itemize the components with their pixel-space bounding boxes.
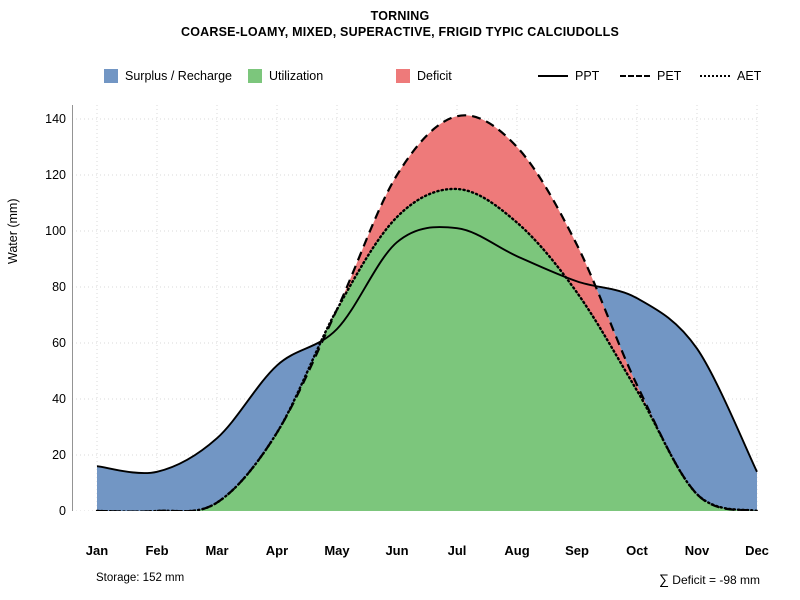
legend-line-solid-icon xyxy=(538,69,568,83)
x-tick-jun: Jun xyxy=(385,543,409,558)
storage-note: Storage: 152 mm xyxy=(96,572,185,584)
legend-swatch-deficit xyxy=(396,69,410,83)
y-tick-0: 0 xyxy=(59,504,66,518)
legend-label-ppt: PPT xyxy=(575,69,600,83)
x-tick-mar: Mar xyxy=(205,543,229,558)
legend-item-surplus-recharge: Surplus / Recharge xyxy=(104,66,232,86)
band-utilization xyxy=(97,188,757,511)
y-axis-tick-labels: 0 20 40 60 80 100 120 140 xyxy=(14,0,66,600)
y-tick-20: 20 xyxy=(52,448,66,462)
x-tick-jul: Jul xyxy=(447,543,467,558)
y-tick-140: 140 xyxy=(45,112,66,126)
legend-label-deficit: Deficit xyxy=(417,69,452,83)
y-tick-80: 80 xyxy=(52,280,66,294)
x-tick-jan: Jan xyxy=(85,543,109,558)
legend-item-aet: AET xyxy=(700,66,761,86)
x-tick-oct: Oct xyxy=(626,543,648,558)
x-tick-aug: Aug xyxy=(504,543,530,558)
legend-line-dashed-icon xyxy=(620,69,650,83)
legend-line-dotted-icon xyxy=(700,69,730,83)
legend-swatch-surplus xyxy=(104,69,118,83)
legend-label-pet: PET xyxy=(657,69,682,83)
legend-item-pet: PET xyxy=(620,66,681,86)
series-line-pet xyxy=(97,114,758,511)
x-tick-nov: Nov xyxy=(684,543,710,558)
deficit-sum-text: Deficit = -98 mm xyxy=(668,573,760,587)
x-tick-apr: Apr xyxy=(265,543,289,558)
chart-title-line2: COARSE-LOAMY, MIXED, SUPERACTIVE, FRIGID… xyxy=(180,25,619,39)
plot-area xyxy=(72,105,758,511)
deficit-sum-note: ∑ Deficit = -98 mm xyxy=(659,571,760,587)
plot-svg xyxy=(72,105,758,511)
y-tick-120: 120 xyxy=(45,168,66,182)
legend-item-ppt: PPT xyxy=(538,66,599,86)
chart-title: TORNING COARSE-LOAMY, MIXED, SUPERACTIVE… xyxy=(0,8,800,40)
band-surplus-recharge-0 xyxy=(97,340,322,511)
series-line-ppt xyxy=(96,226,758,474)
x-tick-sep: Sep xyxy=(565,543,589,558)
x-tick-may: May xyxy=(324,543,350,558)
legend-item-deficit: Deficit xyxy=(396,66,452,86)
chart-legend: Surplus / Recharge Utilization Deficit P… xyxy=(0,66,800,86)
legend-label-utilization: Utilization xyxy=(269,69,324,83)
legend-item-utilization: Utilization xyxy=(248,66,323,86)
legend-label-surplus: Surplus / Recharge xyxy=(125,69,233,83)
y-tick-100: 100 xyxy=(45,224,66,238)
chart-title-line1: TORNING xyxy=(370,9,430,23)
legend-label-aet: AET xyxy=(737,69,762,83)
sigma-icon: ∑ xyxy=(658,571,669,587)
y-tick-60: 60 xyxy=(52,336,66,350)
y-tick-40: 40 xyxy=(52,392,66,406)
x-tick-dec: Dec xyxy=(745,543,769,558)
x-tick-feb: Feb xyxy=(145,543,169,558)
legend-swatch-utilization xyxy=(248,69,262,83)
band-surplus-recharge-1 xyxy=(597,286,757,511)
